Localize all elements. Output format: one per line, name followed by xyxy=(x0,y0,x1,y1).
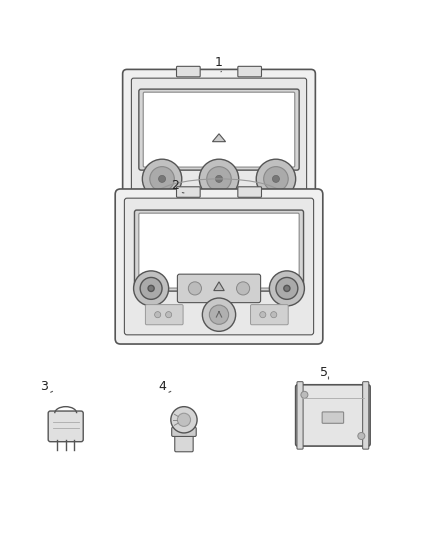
Circle shape xyxy=(142,159,182,199)
FancyBboxPatch shape xyxy=(296,385,370,446)
Text: 1: 1 xyxy=(215,56,223,69)
Circle shape xyxy=(271,312,277,318)
Text: 5: 5 xyxy=(320,366,328,379)
Circle shape xyxy=(237,282,250,295)
Circle shape xyxy=(202,298,236,332)
Circle shape xyxy=(199,159,239,199)
FancyBboxPatch shape xyxy=(134,210,304,291)
Circle shape xyxy=(188,282,201,295)
FancyBboxPatch shape xyxy=(172,427,196,437)
Circle shape xyxy=(284,285,290,292)
Text: 4: 4 xyxy=(158,381,166,393)
FancyBboxPatch shape xyxy=(131,78,307,201)
FancyBboxPatch shape xyxy=(115,189,323,344)
FancyBboxPatch shape xyxy=(177,66,200,77)
Circle shape xyxy=(177,413,191,426)
Circle shape xyxy=(215,175,223,182)
Text: 3: 3 xyxy=(40,381,48,393)
Circle shape xyxy=(358,432,365,440)
FancyBboxPatch shape xyxy=(123,69,315,209)
FancyBboxPatch shape xyxy=(175,432,193,452)
FancyBboxPatch shape xyxy=(322,412,344,423)
FancyBboxPatch shape xyxy=(297,382,303,449)
Circle shape xyxy=(166,312,172,318)
FancyBboxPatch shape xyxy=(177,274,261,303)
FancyBboxPatch shape xyxy=(363,382,369,449)
FancyBboxPatch shape xyxy=(48,411,83,442)
Text: 2: 2 xyxy=(171,179,179,192)
Polygon shape xyxy=(214,282,224,290)
FancyBboxPatch shape xyxy=(251,304,288,325)
FancyBboxPatch shape xyxy=(143,92,295,167)
Circle shape xyxy=(159,175,166,182)
Circle shape xyxy=(256,159,296,199)
Circle shape xyxy=(269,271,304,306)
Circle shape xyxy=(209,305,229,324)
Circle shape xyxy=(140,278,162,300)
Circle shape xyxy=(155,312,161,318)
FancyBboxPatch shape xyxy=(238,66,261,77)
FancyBboxPatch shape xyxy=(124,198,314,335)
FancyBboxPatch shape xyxy=(139,213,299,288)
Circle shape xyxy=(171,407,197,433)
FancyBboxPatch shape xyxy=(238,187,261,197)
FancyBboxPatch shape xyxy=(145,304,183,325)
Circle shape xyxy=(272,175,279,182)
Circle shape xyxy=(264,167,288,191)
Circle shape xyxy=(134,271,169,306)
Circle shape xyxy=(207,167,231,191)
FancyBboxPatch shape xyxy=(139,89,299,170)
Circle shape xyxy=(150,167,174,191)
FancyBboxPatch shape xyxy=(177,187,200,197)
Circle shape xyxy=(148,285,154,292)
Circle shape xyxy=(301,391,308,398)
Polygon shape xyxy=(212,134,226,142)
Circle shape xyxy=(276,278,298,300)
Circle shape xyxy=(260,312,266,318)
